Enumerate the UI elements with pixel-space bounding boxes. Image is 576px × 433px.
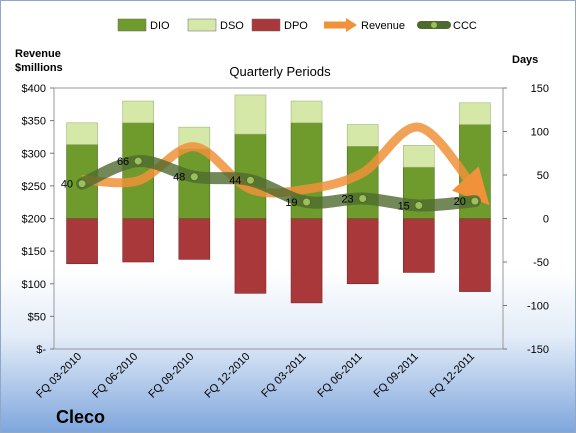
- x-tick-label: FQ 09-2010: [146, 351, 196, 401]
- ccc-data-label: 44: [229, 175, 241, 187]
- legend-label-ccc: CCC: [453, 20, 477, 32]
- ccc-point: [245, 175, 255, 185]
- left-tick-label: $-: [36, 344, 46, 356]
- x-tick-label: FQ 06-2010: [90, 351, 140, 401]
- legend-label-dio: DIO: [150, 20, 170, 32]
- left-tick-label: $50: [28, 311, 46, 323]
- ccc-point: [302, 197, 312, 207]
- company-name: Cleco: [56, 407, 105, 427]
- legend-label-dpo: DPO: [284, 20, 308, 32]
- ccc-data-label: 48: [173, 172, 185, 184]
- bar-dso: [290, 100, 323, 124]
- x-tick-label: FQ 12-2010: [203, 351, 253, 401]
- ccc-data-label: 66: [117, 156, 129, 168]
- left-tick-label: $250: [22, 181, 46, 193]
- left-tick-label: $100: [22, 279, 46, 291]
- legend-swatch-dio: [117, 18, 147, 32]
- x-tick-label: FQ 09-2011: [372, 351, 421, 400]
- legend-label-revenue: Revenue: [361, 20, 405, 32]
- legend-arrow-revenue: [346, 18, 357, 32]
- right-tick-label: 100: [531, 127, 549, 139]
- plot-border: [53, 87, 504, 350]
- x-tick-label: FQ 03-2011: [259, 351, 308, 400]
- left-tick-label: $200: [22, 214, 46, 226]
- bar-dso: [66, 122, 98, 145]
- ccc-point: [358, 193, 368, 203]
- left-tick-label: $150: [22, 246, 46, 258]
- legend-swatch-dpo: [251, 18, 281, 32]
- bar-dso: [403, 145, 435, 168]
- right-tick-label: -50: [533, 257, 549, 269]
- left-axis-title-line2: $millions: [15, 62, 63, 74]
- ccc-data-label: 23: [341, 193, 353, 205]
- ccc-data-label: 15: [398, 200, 410, 212]
- right-tick-label: 150: [531, 83, 549, 95]
- bar-dpo: [346, 218, 379, 285]
- x-tick-label: FQ 03-2010: [34, 351, 84, 401]
- legend-label-dso: DSO: [220, 20, 244, 32]
- ccc-data-label: 19: [285, 197, 297, 209]
- bar-dso: [346, 124, 379, 147]
- right-tick-label: 0: [543, 214, 549, 226]
- ccc-point: [414, 200, 424, 210]
- chart-title: Quarterly Periods: [229, 64, 331, 79]
- x-tick-label: FQ 06-2011: [315, 351, 364, 400]
- ccc-line: [76, 155, 481, 212]
- bar-dpo: [234, 218, 267, 294]
- bar-dso: [459, 102, 491, 125]
- ccc-point: [189, 172, 199, 182]
- right-tick-label: 50: [537, 170, 549, 182]
- left-axis-title-line1: Revenue: [15, 48, 61, 60]
- left-tick-label: $350: [22, 116, 46, 128]
- right-tick-label: -100: [527, 301, 549, 313]
- ccc-data-label: 40: [61, 179, 73, 191]
- legend: DIO DSO DPO Revenue CCC: [117, 18, 477, 32]
- bar-dpo: [290, 218, 323, 304]
- legend-point-ccc: [430, 21, 438, 29]
- bar-dpo: [122, 218, 154, 263]
- bar-dpo: [178, 218, 211, 260]
- legend-swatch-dso: [187, 18, 217, 32]
- right-tick-label: -150: [527, 344, 549, 356]
- ccc-data-label: 20: [454, 196, 466, 208]
- left-tick-label: $300: [22, 148, 46, 160]
- left-tick-label: $400: [22, 83, 46, 95]
- bar-dpo: [403, 218, 435, 273]
- ccc-point: [470, 196, 480, 206]
- bar-dpo: [66, 218, 98, 265]
- x-tick-label: FQ 12-2011: [428, 351, 477, 400]
- plot-area: $- $50 $100 $150 $200 $250 $300 $350 $400 -150 -10…: [22, 83, 549, 401]
- ccc-point: [77, 179, 87, 189]
- right-axis-title: Days: [512, 54, 538, 66]
- ccc-point: [133, 156, 143, 166]
- bar-dpo: [459, 218, 491, 292]
- bar-dso: [234, 94, 267, 135]
- bar-dso: [122, 100, 154, 124]
